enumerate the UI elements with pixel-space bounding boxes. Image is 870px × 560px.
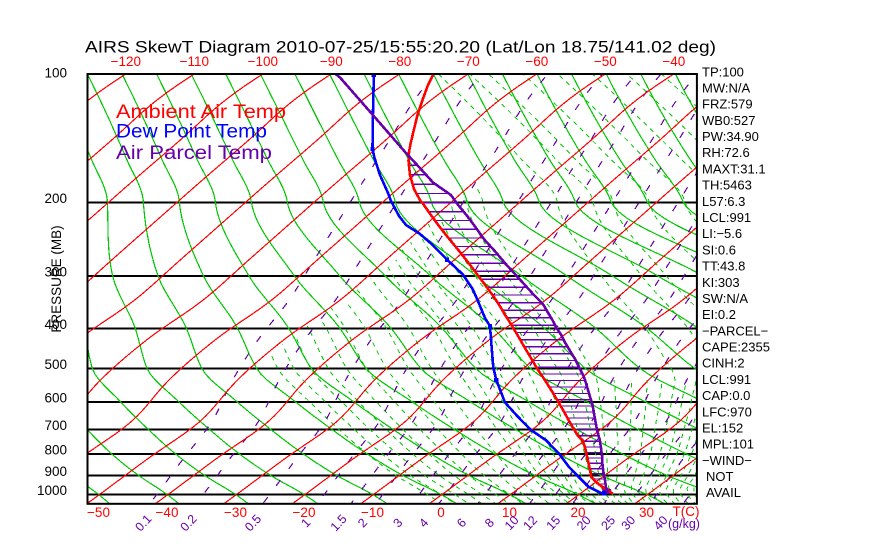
- svg-text:900: 900: [44, 464, 67, 479]
- svg-text:FRZ:579: FRZ:579: [702, 97, 753, 112]
- svg-text:−50: −50: [594, 54, 617, 69]
- svg-text:TH:5463: TH:5463: [702, 178, 752, 193]
- svg-text:CAP:0.0: CAP:0.0: [702, 388, 750, 403]
- svg-text:MAXT:31.1: MAXT:31.1: [702, 161, 766, 176]
- svg-text:MPL:101: MPL:101: [702, 437, 754, 452]
- svg-text:−30: −30: [224, 505, 247, 520]
- svg-text:EL:152: EL:152: [702, 421, 743, 436]
- svg-text:Air Parcel Temp: Air Parcel Temp: [116, 143, 272, 164]
- svg-text:30: 30: [639, 505, 654, 520]
- svg-text:−20: −20: [293, 505, 316, 520]
- svg-text:800: 800: [44, 442, 67, 457]
- svg-text:−10: −10: [361, 505, 384, 520]
- svg-text:TP:100: TP:100: [702, 64, 744, 79]
- svg-text:(g/kg): (g/kg): [668, 517, 700, 531]
- svg-text:NOT: NOT: [706, 469, 734, 484]
- svg-text:KI:303: KI:303: [702, 275, 740, 290]
- svg-text:10: 10: [502, 505, 517, 520]
- svg-text:−PARCEL−: −PARCEL−: [702, 323, 768, 338]
- svg-text:CINH:2: CINH:2: [702, 356, 745, 371]
- svg-text:L57:6.3: L57:6.3: [702, 194, 745, 209]
- svg-text:700: 700: [44, 418, 67, 433]
- svg-text:PW:34.90: PW:34.90: [702, 129, 759, 144]
- svg-text:−40: −40: [662, 54, 685, 69]
- svg-text:−110: −110: [180, 54, 209, 69]
- svg-text:TT:43.8: TT:43.8: [702, 259, 745, 274]
- svg-text:WB0:527: WB0:527: [702, 113, 755, 128]
- svg-text:−WIND−: −WIND−: [702, 453, 752, 468]
- svg-text:LI:−5.6: LI:−5.6: [702, 226, 742, 241]
- svg-text:AVAIL: AVAIL: [706, 485, 741, 500]
- svg-text:500: 500: [44, 357, 67, 372]
- svg-text:20: 20: [570, 505, 585, 520]
- svg-text:−80: −80: [388, 54, 411, 69]
- svg-text:−100: −100: [248, 54, 278, 69]
- svg-text:RH:72.6: RH:72.6: [702, 145, 750, 160]
- svg-text:−120: −120: [111, 54, 141, 69]
- svg-text:LCL:991: LCL:991: [702, 210, 751, 225]
- svg-text:Ambient Air Temp: Ambient Air Temp: [116, 102, 286, 123]
- svg-text:−50: −50: [87, 505, 110, 520]
- svg-text:PRESSURE (MB): PRESSURE (MB): [49, 225, 64, 332]
- svg-text:600: 600: [44, 390, 67, 405]
- svg-text:Dew Point Temp: Dew Point Temp: [116, 122, 267, 143]
- svg-text:400: 400: [44, 317, 67, 332]
- svg-text:SW:N/A: SW:N/A: [702, 291, 748, 306]
- svg-text:CAPE:2355: CAPE:2355: [702, 340, 770, 355]
- svg-text:SI:0.6: SI:0.6: [702, 242, 736, 257]
- svg-text:AIRS SkewT Diagram 2010-07-25/: AIRS SkewT Diagram 2010-07-25/15:55:20.2…: [85, 39, 716, 57]
- svg-text:200: 200: [44, 191, 67, 206]
- svg-text:EI:0.2: EI:0.2: [702, 307, 736, 322]
- svg-text:MW:N/A: MW:N/A: [702, 81, 750, 96]
- svg-text:T(C): T(C): [673, 504, 700, 519]
- svg-text:LFC:970: LFC:970: [702, 404, 752, 419]
- svg-text:−70: −70: [457, 54, 480, 69]
- svg-text:1000: 1000: [37, 483, 67, 498]
- svg-text:300: 300: [44, 265, 67, 280]
- svg-text:100: 100: [44, 65, 67, 80]
- svg-text:−90: −90: [320, 54, 343, 69]
- svg-text:0: 0: [437, 505, 445, 520]
- svg-text:LCL:991: LCL:991: [702, 372, 751, 387]
- svg-text:−60: −60: [525, 54, 548, 69]
- svg-text:−40: −40: [156, 505, 179, 520]
